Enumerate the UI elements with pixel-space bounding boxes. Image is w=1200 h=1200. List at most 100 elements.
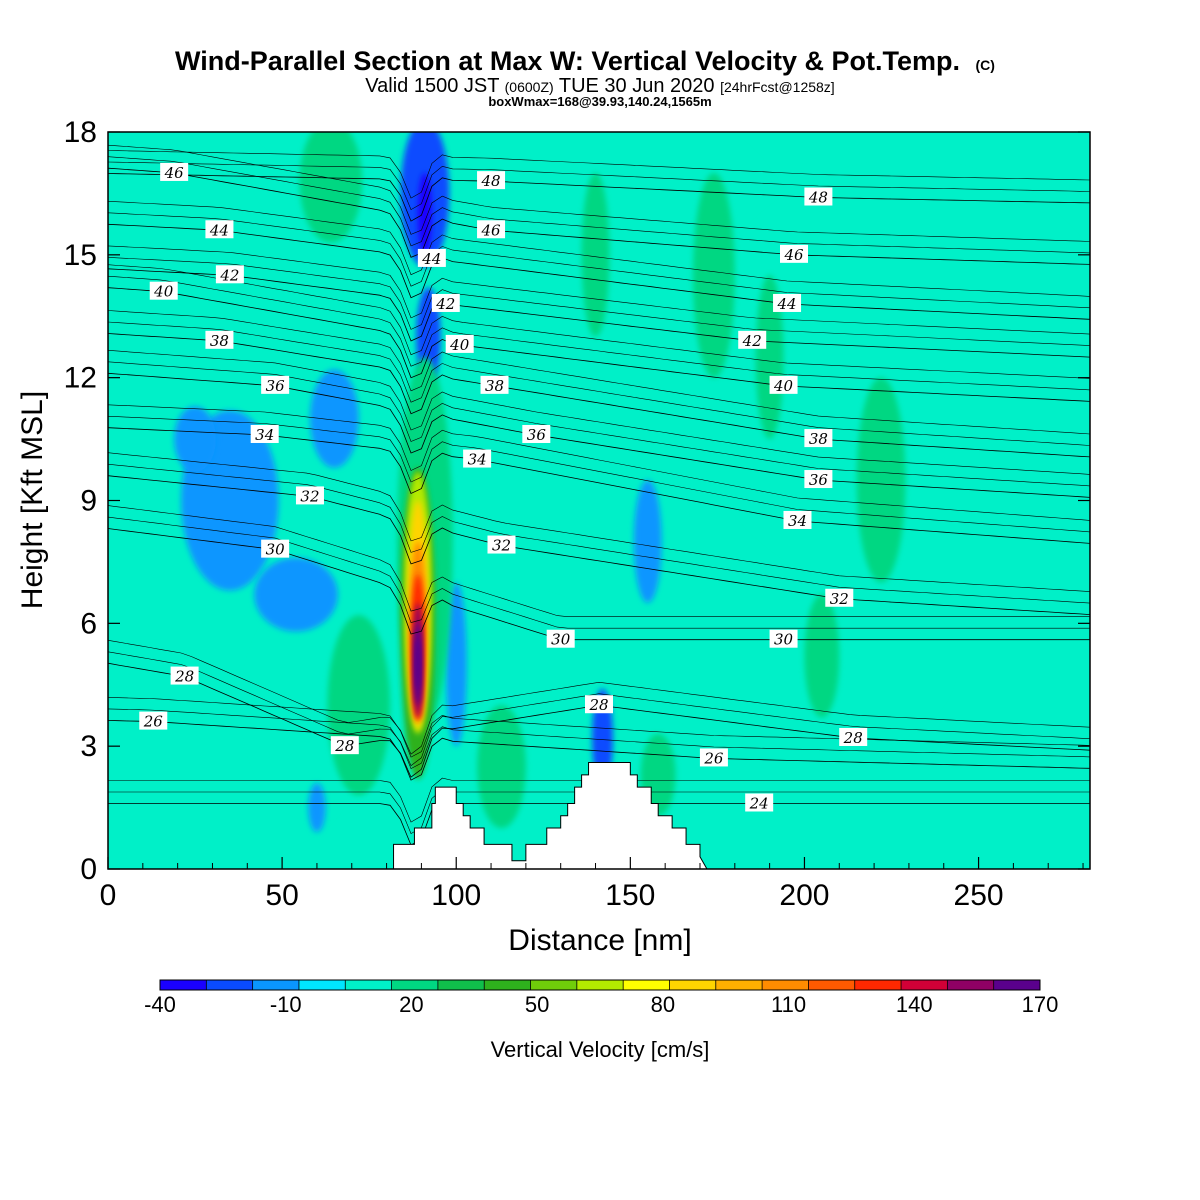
theta-label: 38 (480, 375, 509, 395)
theta-label-box (522, 424, 551, 443)
theta-contour-44 (108, 223, 1090, 320)
theta-label: 26 (139, 711, 168, 731)
theta-label-text: 42 (742, 332, 762, 350)
theta-contour-40 (108, 287, 1090, 402)
theta-contour-minor (108, 264, 1090, 379)
theta-label-box (261, 375, 290, 394)
x-axis: 0 50 100 150 200 250 (100, 857, 1084, 912)
theta-label-text: 40 (449, 336, 470, 354)
theta-label-box (773, 293, 802, 312)
velocity-cell (856, 377, 906, 583)
theta-label-text: 28 (334, 737, 354, 755)
theta-contour-minor (108, 463, 1090, 604)
theta-label-text: 36 (266, 377, 286, 395)
colorbar-swatch (669, 980, 717, 990)
velocity-cell (299, 132, 363, 243)
theta-label-box (839, 727, 868, 746)
theta-label: 48 (804, 187, 833, 207)
y-tick-label: 12 (64, 362, 97, 395)
x-tick-label: 50 (265, 879, 298, 912)
colorbar-tick-label: 170 (1022, 992, 1059, 1017)
svg-text:Wind-Parallel Section at Max W: Wind-Parallel Section at Max W: Vertical… (175, 46, 995, 76)
y-axis-label: Height [Kft MSL] (16, 391, 49, 609)
title-block: Wind-Parallel Section at Max W: Vertical… (175, 46, 995, 109)
colorbar-swatch (252, 980, 300, 990)
colorbar-tick-label: -40 (144, 992, 176, 1017)
subtitle-valid: Valid 1500 JST (365, 75, 499, 97)
theta-label-box (250, 424, 279, 443)
theta-label-text: 36 (527, 426, 547, 444)
theta-contour-minor (108, 697, 1090, 758)
colorbar-swatch (715, 980, 763, 990)
theta-label-text: 32 (830, 590, 849, 608)
theta-label: 44 (417, 248, 446, 268)
theta-label-text: 24 (749, 794, 769, 812)
velocity-cell (415, 639, 421, 689)
theta-label-text: 30 (774, 631, 794, 649)
theta-label-box (295, 486, 324, 505)
colorbar (159, 979, 1041, 991)
theta-label-text: 32 (300, 487, 319, 505)
theta-label-text: 30 (551, 631, 571, 649)
theta-contour-42 (108, 268, 1090, 358)
theta-label-box (463, 449, 492, 468)
velocity-cell (417, 172, 432, 255)
theta-label-text: 38 (210, 332, 229, 350)
theta-label: 36 (804, 470, 833, 489)
theta-label-box (215, 265, 244, 284)
theta-label-box (804, 187, 833, 206)
theta-label-box (738, 330, 767, 349)
theta-label-box (160, 162, 189, 181)
theta-contour-minor (108, 505, 1090, 617)
theta-label-box (745, 793, 774, 812)
theta-label-text: 48 (481, 172, 501, 190)
theta-label-box (417, 248, 446, 267)
colorbar-swatch (298, 980, 346, 990)
theta-label-text: 46 (164, 164, 185, 182)
theta-label-text: 28 (174, 668, 194, 686)
plot-area: 24 26 26 28 28 28 28 30 30 30 32 32 32 34 34 34 36 36 36 38… (108, 132, 1090, 869)
theta-label-box (477, 171, 506, 190)
terrain-profile (386, 762, 708, 869)
theta-contour-minor (108, 161, 1090, 211)
theta-label: 46 (477, 220, 506, 239)
y-tick-label: 9 (80, 485, 97, 518)
theta-label-box (825, 588, 854, 607)
theta-label-text: 30 (266, 541, 286, 559)
theta-contour-minor (108, 310, 1090, 435)
theta-contour-minor (108, 350, 1090, 475)
theta-label-box (445, 334, 474, 353)
theta-label-box (261, 539, 290, 558)
theta-label-box (149, 281, 178, 300)
theta-contour-minor (108, 212, 1090, 309)
theta-contour-minor (108, 640, 1090, 755)
colorbar-swatch (160, 980, 207, 990)
theta-label: 36 (261, 375, 290, 395)
theta-label-text: 40 (773, 377, 794, 395)
colorbar-swatch (206, 980, 254, 990)
theta-label-box (769, 375, 798, 394)
colorbar-tick-label: 80 (651, 992, 675, 1017)
theta-label: 32 (825, 588, 854, 608)
theta-label-box (431, 293, 460, 312)
theta-contour-minor (108, 516, 1090, 629)
theta-contour-minor (108, 321, 1090, 446)
theta-label: 38 (205, 330, 234, 350)
theta-label: 40 (149, 281, 178, 301)
theta-label-text: 46 (481, 221, 502, 239)
theta-label: 34 (783, 510, 812, 530)
theta-label-box (769, 629, 798, 648)
theta-label-text: 48 (808, 189, 828, 207)
colorbar-tick-labels: -40 -10 20 50 80 110 140 170 (144, 992, 1058, 1017)
theta-label-text: 36 (809, 471, 829, 489)
theta-label-text: 34 (255, 426, 274, 444)
theta-label-text: 44 (421, 250, 441, 268)
theta-label-text: 42 (435, 295, 455, 313)
y-tick-label: 6 (80, 607, 97, 640)
theta-label-box (477, 220, 506, 239)
terrain (386, 762, 708, 869)
velocity-cell (174, 406, 216, 472)
theta-label: 42 (431, 293, 460, 313)
theta-contour-minor (108, 144, 1090, 242)
